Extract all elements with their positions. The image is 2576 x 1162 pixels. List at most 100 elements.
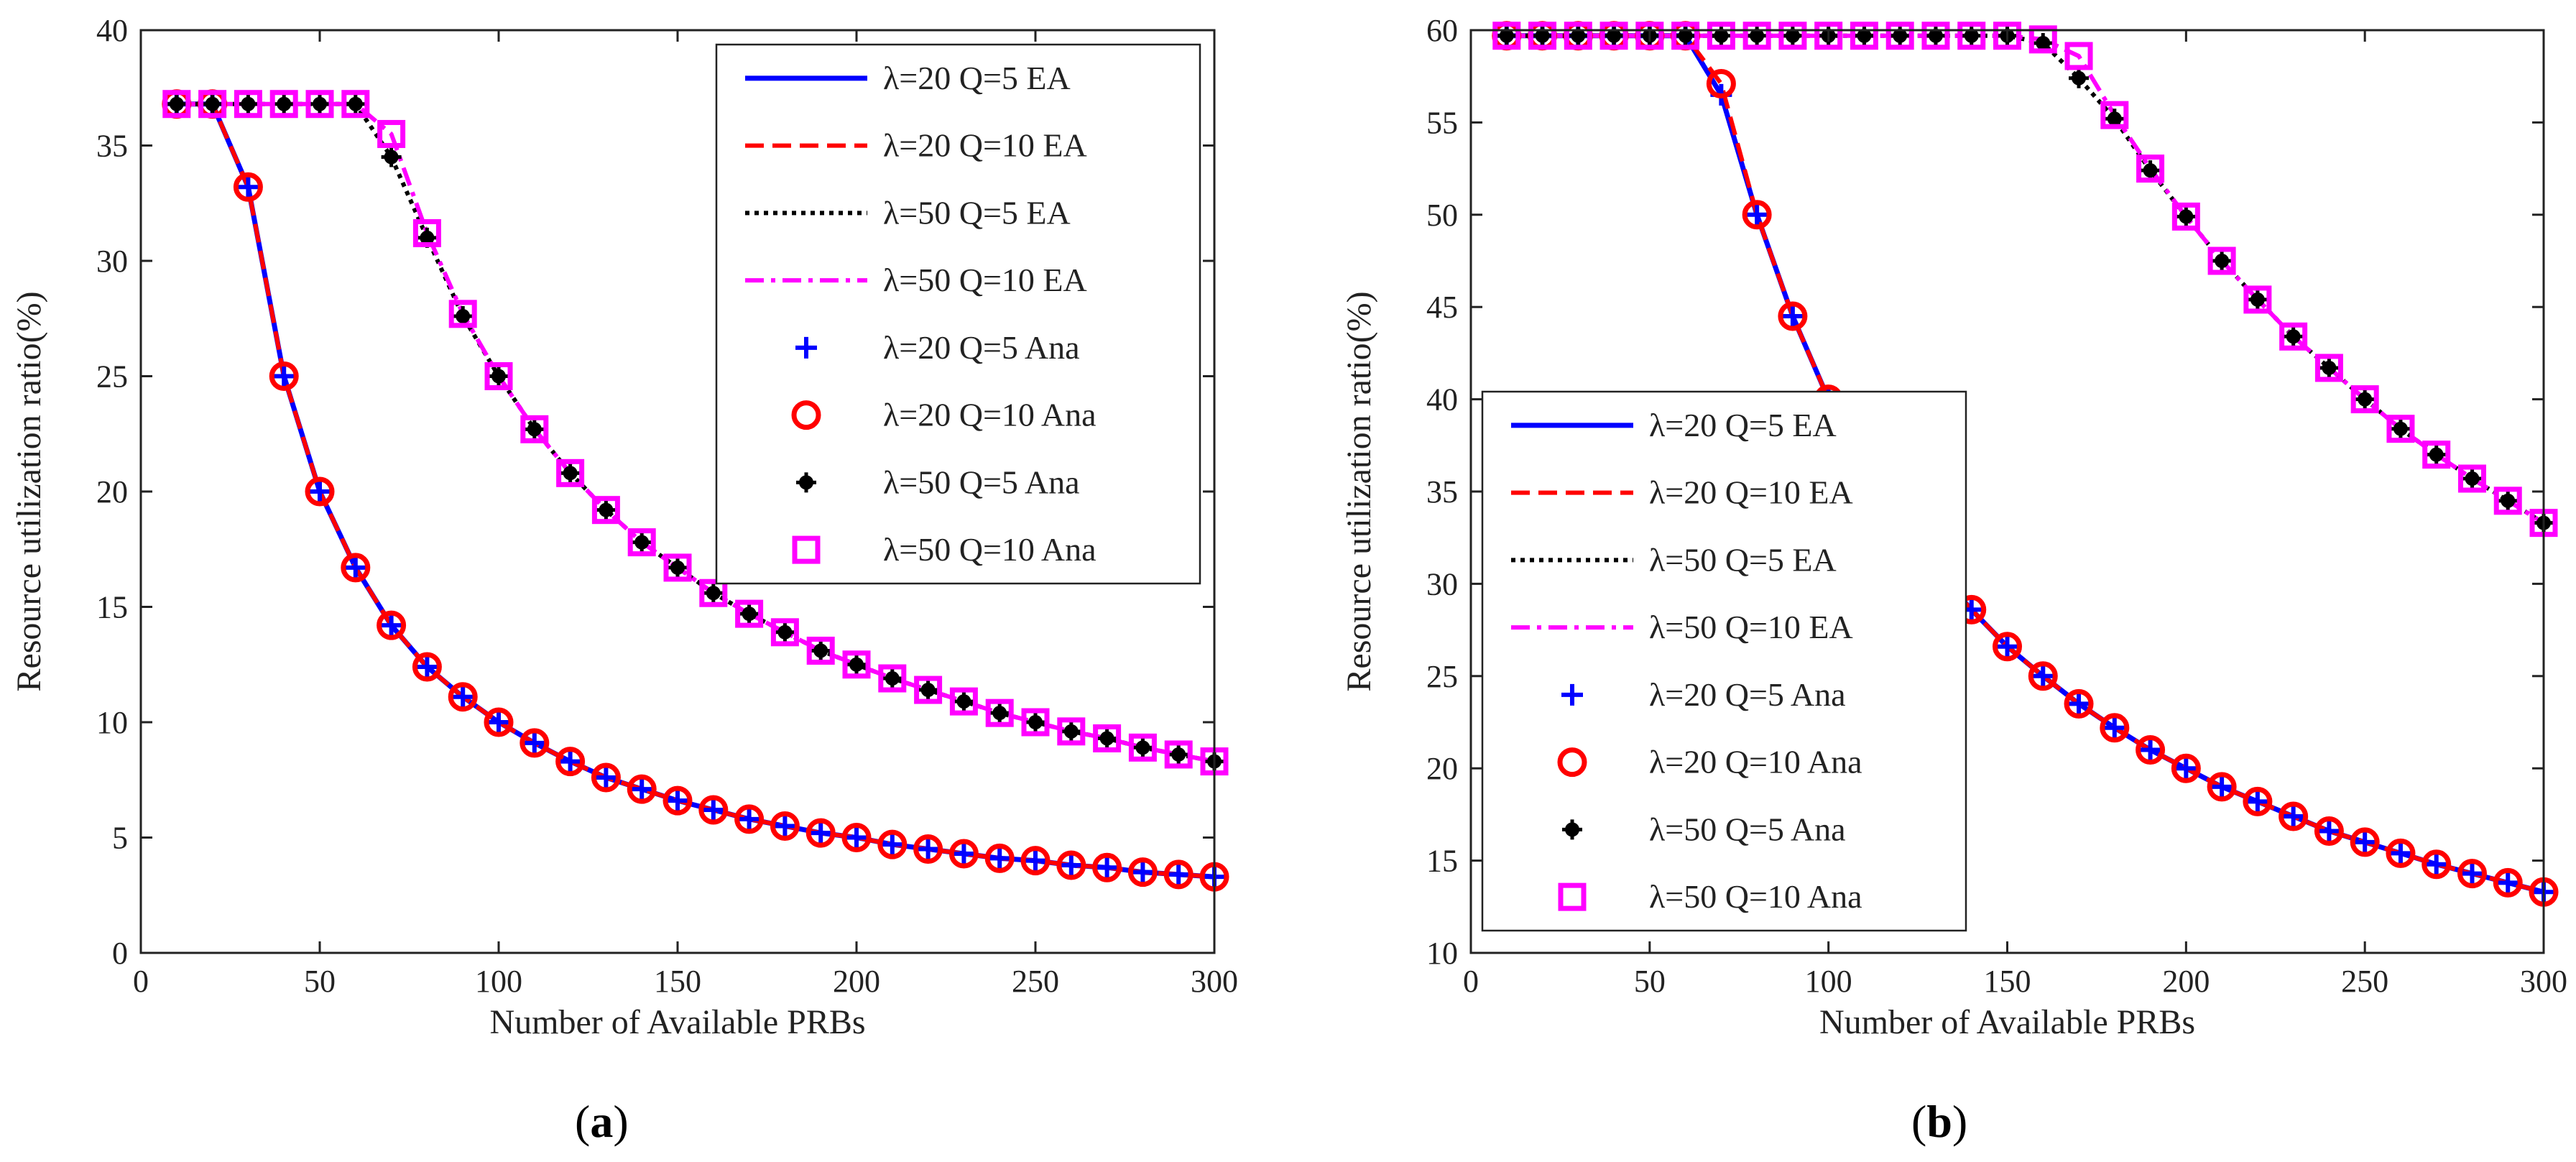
data-point (703, 583, 724, 604)
y-tick-label: 40 (96, 13, 128, 48)
data-point-cross (2247, 289, 2268, 310)
legend-item: λ=20 Q=10 Ana (791, 397, 1097, 433)
data-point (1061, 721, 1081, 742)
legend: λ=20 Q=5 EA λ=20 Q=10 EA λ=50 Q=5 EA λ=50 Q… (715, 43, 1201, 585)
data-point (202, 93, 223, 114)
data-point-cross (918, 680, 938, 701)
legend-item: λ=50 Q=10 Ana (1558, 878, 1862, 915)
x-tick-label: 50 (304, 964, 336, 999)
data-point (770, 811, 800, 841)
data-point (1532, 25, 1553, 46)
legend-label: λ=50 Q=10 EA (1649, 609, 1853, 645)
data-point (2318, 820, 2340, 842)
legend-item: λ=50 Q=5 EA (1511, 541, 1837, 578)
y-tick-label: 15 (1426, 844, 1458, 879)
legend-label: λ=20 Q=5 Ana (1649, 676, 1846, 713)
data-point (1056, 850, 1086, 880)
data-point-cross (2212, 251, 2233, 271)
data-point (166, 93, 187, 114)
data-point-cross (2355, 389, 2376, 410)
data-point (1850, 22, 1878, 50)
data-point (1020, 846, 1051, 876)
data-point (1164, 740, 1193, 769)
data-point (2103, 716, 2125, 739)
data-point (2462, 469, 2483, 489)
y-axis-label: Resource utilization ratio(%) (10, 291, 48, 691)
data-point (238, 93, 259, 114)
data-point (523, 732, 545, 754)
data-point (1635, 22, 1664, 50)
data-point (234, 90, 262, 119)
x-tick-label: 50 (1634, 964, 1666, 999)
legend-item: λ=20 Q=5 Ana (1561, 676, 1846, 713)
data-point (309, 481, 331, 502)
data-point-cross (1604, 25, 1625, 46)
data-point (556, 458, 585, 487)
legend-label: λ=50 Q=5 Ana (1649, 811, 1846, 847)
data-point (1168, 744, 1189, 765)
data-point (520, 728, 550, 758)
legend-label: λ=20 Q=10 Ana (883, 397, 1097, 433)
data-point (305, 90, 334, 119)
legend-label: λ=50 Q=10 Ana (883, 531, 1097, 568)
data-point (2279, 801, 2309, 831)
data-point (595, 767, 617, 789)
data-point-cross (989, 703, 1010, 724)
y-tick-label: 10 (96, 705, 128, 740)
data-point (846, 826, 867, 849)
data-point (2212, 251, 2233, 271)
legend-item: λ=20 Q=5 EA (1511, 407, 1837, 443)
x-tick-label: 200 (2162, 964, 2210, 999)
data-point (2390, 418, 2411, 439)
data-point (810, 822, 832, 844)
legend-label: λ=20 Q=10 EA (1649, 474, 1853, 511)
y-tick-label: 15 (96, 590, 128, 625)
y-tick-label: 20 (96, 474, 128, 509)
data-point (1747, 25, 1768, 46)
data-point (2493, 487, 2522, 515)
data-point (2243, 786, 2273, 816)
data-point (1996, 635, 2018, 658)
data-point (269, 90, 298, 119)
panel-label: (b) (1911, 1096, 1967, 1147)
data-point (734, 804, 765, 834)
x-tick-label: 150 (1984, 964, 2031, 999)
data-point-cross (1961, 25, 1982, 46)
data-point-cross (2319, 357, 2340, 378)
data-point (2136, 155, 2165, 183)
data-point (2100, 713, 2130, 743)
y-tick-label: 25 (1426, 659, 1458, 694)
y-tick-label: 35 (1426, 474, 1458, 509)
data-point (770, 618, 799, 647)
data-point-cross (2462, 469, 2483, 489)
data-point-cross (2140, 160, 2161, 181)
legend-label: λ=20 Q=10 Ana (1649, 744, 1862, 780)
data-point (2350, 385, 2379, 414)
data-point-cross (1782, 25, 1803, 46)
legend-swatch (791, 400, 821, 430)
data-point (237, 176, 259, 198)
series--50-q-10-ana-markers (1492, 22, 2558, 538)
data-point (484, 362, 513, 390)
legend-item: λ=20 Q=5 EA (745, 60, 1071, 96)
data-point (2282, 805, 2304, 827)
data-point (882, 668, 902, 689)
data-point (1707, 22, 1735, 50)
data-point (2171, 753, 2201, 783)
data-point (1854, 25, 1875, 46)
data-point-cross (2426, 444, 2447, 465)
data-point (917, 838, 939, 860)
data-point (2207, 772, 2237, 802)
data-point (1781, 305, 1804, 328)
data-point-cross (846, 654, 867, 675)
data-point (1568, 25, 1589, 46)
y-tick-label: 25 (96, 359, 128, 395)
legend-item: λ=50 Q=5 EA (745, 194, 1071, 231)
data-point (1993, 632, 2022, 662)
data-point-cross (2498, 490, 2519, 511)
chart-panel-b: 0 50 100 150 200 250 300 10 15 20 25 30 35 40 45 50 55 60… (1340, 13, 2567, 1147)
data-point (2319, 357, 2340, 378)
data-point (914, 675, 943, 704)
legend-label: λ=50 Q=5 Ana (883, 464, 1080, 500)
y-tick-label: 60 (1426, 13, 1458, 48)
